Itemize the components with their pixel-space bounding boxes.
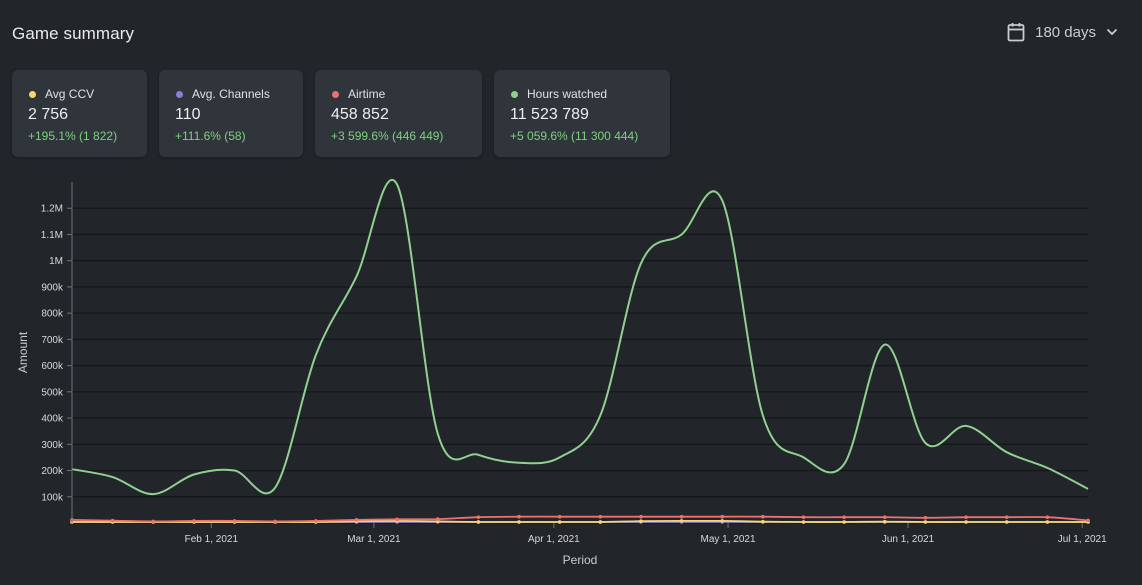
legend-dot	[176, 90, 183, 98]
data-point	[273, 519, 278, 524]
card-hours-watched[interactable]: Hours watched 11 523 789 +5 059.6% (11 3…	[494, 70, 670, 157]
chart-grid	[72, 207, 1088, 524]
data-point	[679, 514, 684, 519]
card-delta: +3 599.6% (446 449)	[331, 129, 444, 143]
data-point	[557, 514, 562, 519]
card-airtime[interactable]: Airtime 458 852 +3 599.6% (446 449)	[315, 70, 482, 157]
page-title: Game summary	[12, 24, 135, 43]
series-line-airtime	[71, 515, 1089, 523]
card-label: Airtime	[348, 87, 386, 101]
data-point	[883, 519, 887, 524]
data-point	[639, 519, 643, 523]
y-tick-label: 900k	[41, 282, 64, 293]
data-point	[761, 519, 765, 524]
data-point	[110, 518, 115, 523]
data-point	[354, 518, 359, 522]
data-point	[964, 520, 968, 524]
data-point	[923, 520, 928, 524]
card-delta: +111.6% (58)	[175, 129, 246, 143]
card-label: Avg CCV	[45, 87, 95, 101]
y-tick-label: 600k	[41, 361, 64, 372]
series-line-hours-watched	[71, 179, 1089, 496]
legend-dot	[511, 90, 518, 98]
x-tick-label: Apr 1, 2021	[528, 534, 580, 545]
data-point	[151, 519, 156, 524]
data-point	[1086, 518, 1090, 523]
card-value: 11 523 789	[510, 106, 589, 123]
line-chart[interactable]: 100k 200k 300k 400k 500k 600k 700k 800k 900k 1M 1.…	[0, 170, 1142, 585]
data-point	[476, 520, 481, 524]
data-point	[842, 515, 846, 520]
data-point	[435, 517, 440, 521]
data-point	[395, 517, 399, 522]
card-value: 2 756	[28, 106, 69, 123]
x-tick-label: Jun 1, 2021	[882, 534, 935, 545]
calendar-icon	[1007, 22, 1025, 42]
data-point	[679, 519, 684, 523]
card-avg-channels[interactable]: Avg. Channels 110 +111.6% (58)	[159, 70, 303, 157]
card-delta: +195.1% (1 822)	[28, 129, 118, 143]
x-tick-label: Feb 1, 2021	[185, 534, 239, 545]
card-label: Hours watched	[527, 87, 608, 101]
x-tick-label: Mar 1, 2021	[347, 534, 401, 545]
card-value: 110	[175, 106, 201, 123]
y-tick-label: 500k	[41, 387, 64, 398]
data-point	[517, 514, 521, 519]
data-point	[801, 515, 806, 520]
y-tick-label: 300k	[41, 440, 64, 451]
data-point	[842, 520, 846, 524]
data-point	[598, 514, 603, 519]
y-axis-label: Amount	[16, 331, 30, 373]
card-delta: +5 059.6% (11 300 444)	[510, 129, 639, 143]
series-line-avg-ccv	[71, 519, 1088, 523]
data-point	[720, 519, 725, 523]
y-tick-label: 800k	[41, 309, 64, 320]
y-tick-label: 1.2M	[41, 204, 63, 215]
y-tick-label: 100k	[41, 492, 64, 503]
data-point	[598, 520, 603, 524]
x-axis-ticks: Feb 1, 2021 Mar 1, 2021 Apr 1, 2021 May 1, …	[185, 523, 1107, 545]
data-point	[192, 519, 196, 523]
data-point	[1045, 515, 1050, 520]
data-point	[883, 515, 887, 520]
data-point	[557, 520, 562, 524]
data-point	[720, 514, 725, 519]
y-tick-label: 400k	[41, 414, 64, 425]
data-point	[232, 519, 237, 523]
y-tick-label: 200k	[41, 466, 64, 477]
chart-series	[70, 179, 1090, 524]
summary-cards: Avg CCV 2 756 +195.1% (1 822) Avg. Chann…	[12, 70, 670, 157]
y-axis-ticks: 100k 200k 300k 400k 500k 600k 700k 800k 900k 1M 1.…	[41, 204, 72, 503]
x-tick-label: Jul 1, 2021	[1058, 534, 1107, 545]
card-avg-ccv[interactable]: Avg CCV 2 756 +195.1% (1 822)	[12, 70, 147, 157]
date-range-picker[interactable]: 180 days	[1007, 22, 1118, 42]
card-label: Avg. Channels	[192, 87, 270, 101]
data-point	[1004, 520, 1009, 524]
x-tick-label: May 1, 2021	[701, 534, 756, 545]
data-point	[801, 520, 806, 524]
x-axis-label: Period	[563, 553, 598, 567]
data-point	[639, 514, 643, 519]
data-point	[517, 520, 521, 524]
y-tick-label: 700k	[41, 335, 64, 346]
legend-dot	[332, 90, 339, 98]
data-point	[1045, 520, 1050, 524]
data-point	[314, 519, 318, 523]
data-point	[923, 515, 928, 520]
y-tick-label: 1M	[49, 256, 63, 267]
date-range-label: 180 days	[1035, 23, 1096, 41]
legend-dot	[29, 90, 36, 98]
card-value: 458 852	[331, 106, 389, 123]
data-point	[1004, 515, 1009, 520]
y-tick-label: 1.1M	[41, 230, 63, 241]
chevron-down-icon	[1106, 28, 1118, 36]
data-point	[964, 515, 968, 520]
data-point	[761, 514, 765, 519]
data-point	[476, 515, 481, 520]
